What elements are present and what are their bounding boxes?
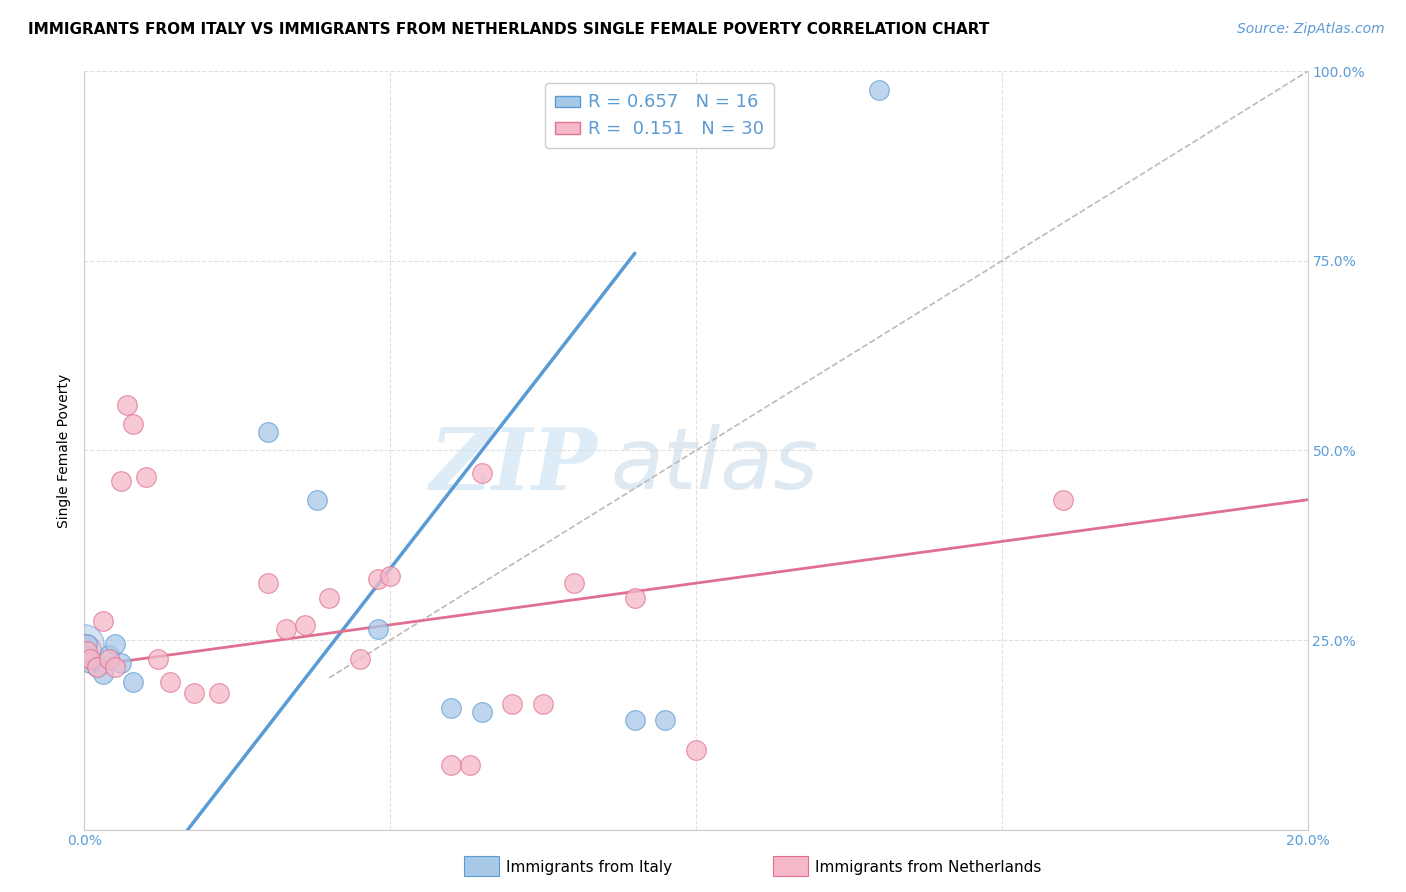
Point bbox=[685, 743, 707, 757]
Point bbox=[97, 648, 120, 662]
Point bbox=[79, 652, 101, 666]
Point bbox=[440, 701, 463, 715]
Y-axis label: Single Female Poverty: Single Female Poverty bbox=[58, 374, 72, 527]
Point bbox=[135, 470, 157, 484]
Point bbox=[146, 652, 169, 666]
Point bbox=[654, 713, 676, 727]
Point bbox=[97, 652, 120, 666]
Point bbox=[104, 659, 127, 673]
Point bbox=[380, 568, 402, 582]
Point bbox=[471, 467, 494, 481]
Point bbox=[257, 425, 280, 439]
Point bbox=[208, 686, 231, 700]
Point bbox=[624, 713, 647, 727]
Text: Immigrants from Netherlands: Immigrants from Netherlands bbox=[815, 860, 1042, 874]
Point bbox=[122, 674, 145, 689]
Point bbox=[86, 659, 108, 673]
Point bbox=[76, 637, 98, 651]
Text: ZIP: ZIP bbox=[430, 424, 598, 508]
Point bbox=[349, 652, 371, 666]
Point bbox=[502, 698, 524, 712]
Text: atlas: atlas bbox=[610, 424, 818, 508]
Point bbox=[531, 698, 554, 712]
Point bbox=[471, 705, 494, 719]
Point bbox=[110, 656, 132, 670]
Point bbox=[318, 591, 340, 606]
Point bbox=[305, 492, 328, 507]
Point bbox=[440, 758, 463, 772]
Point bbox=[367, 573, 389, 587]
Point bbox=[73, 644, 96, 658]
Point bbox=[76, 644, 98, 658]
Point bbox=[110, 474, 132, 488]
Point bbox=[1052, 492, 1074, 507]
Text: IMMIGRANTS FROM ITALY VS IMMIGRANTS FROM NETHERLANDS SINGLE FEMALE POVERTY CORRE: IMMIGRANTS FROM ITALY VS IMMIGRANTS FROM… bbox=[28, 22, 990, 37]
Text: Source: ZipAtlas.com: Source: ZipAtlas.com bbox=[1237, 22, 1385, 37]
Point bbox=[367, 622, 389, 636]
Point bbox=[183, 686, 205, 700]
Point bbox=[115, 398, 138, 412]
Point bbox=[562, 576, 585, 591]
Point bbox=[624, 591, 647, 606]
Legend: R = 0.657   N = 16, R =  0.151   N = 30: R = 0.657 N = 16, R = 0.151 N = 30 bbox=[544, 84, 773, 148]
Point bbox=[79, 656, 101, 670]
Point bbox=[257, 576, 280, 591]
Text: Immigrants from Italy: Immigrants from Italy bbox=[506, 860, 672, 874]
Point bbox=[104, 637, 127, 651]
Point bbox=[458, 758, 481, 772]
Point bbox=[869, 83, 891, 97]
Point bbox=[73, 637, 96, 651]
Point bbox=[159, 674, 181, 689]
Point bbox=[91, 614, 114, 628]
Point bbox=[86, 659, 108, 673]
Point bbox=[276, 622, 298, 636]
Point bbox=[294, 617, 316, 632]
Point bbox=[122, 417, 145, 431]
Point bbox=[91, 667, 114, 681]
